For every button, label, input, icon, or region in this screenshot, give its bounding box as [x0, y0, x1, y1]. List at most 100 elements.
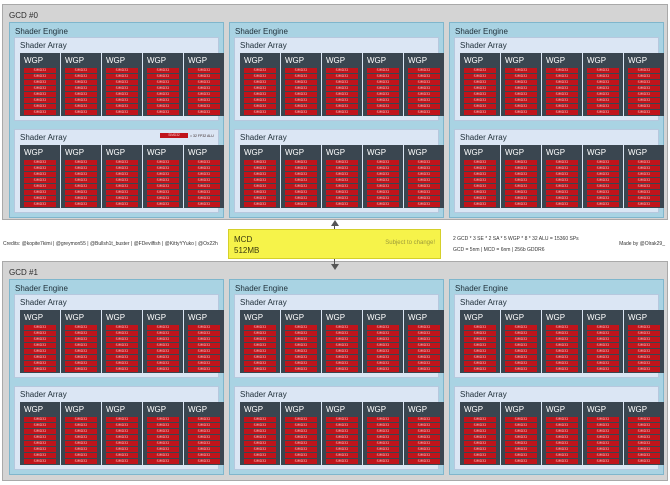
simd32-unit: SIMD32 — [106, 355, 138, 360]
simd32-unit: SIMD32 — [24, 361, 56, 366]
simd32-unit: SIMD32 — [628, 110, 660, 115]
simd32-unit: SIMD32 — [367, 86, 399, 91]
simd32-unit: SIMD32 — [244, 459, 276, 464]
wgp-title: WGP — [106, 148, 126, 157]
simd32-unit: SIMD32 — [628, 80, 660, 85]
simd32-unit: SIMD32 — [65, 459, 97, 464]
simd32-unit: SIMD32 — [244, 349, 276, 354]
simd32-unit: SIMD32 — [65, 331, 97, 336]
simd32-unit: SIMD32 — [65, 190, 97, 195]
simd-list: SIMD32 SIMD32 SIMD32 SIMD32 SIMD32 SIMD32 SIMD… — [326, 417, 358, 464]
simd32-unit: SIMD32 — [326, 74, 358, 79]
simd32-unit: SIMD32 — [367, 417, 399, 422]
simd32-unit: SIMD32 — [546, 178, 578, 183]
simd32-unit: SIMD32 — [285, 435, 317, 440]
simd-list: SIMD32 SIMD32 SIMD32 SIMD32 SIMD32 SIMD32 SIMD… — [464, 160, 496, 207]
wgp-title: WGP — [188, 405, 208, 414]
simd32-unit: SIMD32 — [24, 172, 56, 177]
simd32-unit: SIMD32 — [188, 417, 220, 422]
simd32-unit: SIMD32 — [326, 349, 358, 354]
simd32-unit: SIMD32 — [326, 110, 358, 115]
simd-list: SIMD32 SIMD32 SIMD32 SIMD32 SIMD32 SIMD32 SIMD… — [147, 68, 179, 115]
simd32-unit: SIMD32 — [546, 349, 578, 354]
simd32-unit: SIMD32 — [188, 196, 220, 201]
simd32-unit: SIMD32 — [326, 331, 358, 336]
simd32-unit: SIMD32 — [65, 447, 97, 452]
wgp-block: WGP SIMD32 SIMD32 SIMD32 SIMD32 SIMD32 SIMD32 S… — [501, 402, 541, 465]
simd32-unit: SIMD32 — [244, 435, 276, 440]
simd32-unit: SIMD32 — [244, 441, 276, 446]
wgp-title: WGP — [326, 148, 346, 157]
simd32-unit: SIMD32 — [244, 160, 276, 165]
wgp-row: WGP SIMD32 SIMD32 SIMD32 SIMD32 SIMD32 SIMD32 S… — [20, 53, 224, 116]
simd32-unit: SIMD32 — [65, 355, 97, 360]
simd32-unit: SIMD32 — [65, 80, 97, 85]
simd32-unit: SIMD32 — [464, 196, 496, 201]
simd32-unit: SIMD32 — [408, 92, 440, 97]
simd32-unit: SIMD32 — [24, 98, 56, 103]
simd32-unit: SIMD32 — [147, 184, 179, 189]
simd32-unit: SIMD32 — [24, 349, 56, 354]
shader-array: Shader Array WGP SIMD32 SIMD32 SIMD32 SIMD32 S… — [454, 386, 664, 470]
arrow-up-icon — [331, 220, 339, 226]
simd32-unit: SIMD32 — [628, 361, 660, 366]
made-by-text: Made by @Olrak29_ — [619, 241, 665, 247]
simd32-unit: SIMD32 — [147, 417, 179, 422]
simd32-unit: SIMD32 — [65, 435, 97, 440]
simd32-unit: SIMD32 — [106, 98, 138, 103]
simd32-unit: SIMD32 — [147, 196, 179, 201]
simd32-unit: SIMD32 — [587, 166, 619, 171]
simd32-unit: SIMD32 — [628, 429, 660, 434]
simd32-unit: SIMD32 — [65, 417, 97, 422]
simd32-unit: SIMD32 — [505, 343, 537, 348]
simd32-unit: SIMD32 — [505, 331, 537, 336]
simd32-unit: SIMD32 — [408, 459, 440, 464]
simd32-unit: SIMD32 — [188, 68, 220, 73]
simd32-unit: SIMD32 — [546, 98, 578, 103]
simd32-unit: SIMD32 — [408, 447, 440, 452]
simd32-unit: SIMD32 — [24, 459, 56, 464]
simd32-unit: SIMD32 — [244, 417, 276, 422]
wgp-title: WGP — [464, 313, 484, 322]
simd32-unit: SIMD32 — [106, 160, 138, 165]
simd32-unit: SIMD32 — [587, 190, 619, 195]
simd32-unit: SIMD32 — [24, 447, 56, 452]
wgp-block: WGP SIMD32 SIMD32 SIMD32 SIMD32 SIMD32 SIMD32 S… — [61, 310, 101, 373]
simd32-unit: SIMD32 — [147, 435, 179, 440]
wgp-title: WGP — [367, 148, 387, 157]
simd32-unit: SIMD32 — [408, 80, 440, 85]
shader-array: Shader Array WGP SIMD32 SIMD32 SIMD32 SIMD32 S… — [14, 294, 224, 378]
simd-list: SIMD32 SIMD32 SIMD32 SIMD32 SIMD32 SIMD32 SIMD… — [65, 160, 97, 207]
simd32-unit: SIMD32 — [326, 343, 358, 348]
simd32-unit: SIMD32 — [147, 110, 179, 115]
simd32-unit: SIMD32 — [244, 92, 276, 97]
simd32-unit: SIMD32 — [188, 423, 220, 428]
simd32-unit: SIMD32 — [546, 343, 578, 348]
simd32-unit: SIMD32 — [106, 172, 138, 177]
simd32-unit: SIMD32 — [244, 429, 276, 434]
simd32-unit: SIMD32 — [464, 349, 496, 354]
wgp-block: WGP SIMD32 SIMD32 SIMD32 SIMD32 SIMD32 SIMD32 S… — [460, 53, 500, 116]
wgp-title: WGP — [367, 56, 387, 65]
simd-list: SIMD32 SIMD32 SIMD32 SIMD32 SIMD32 SIMD32 SIMD… — [106, 68, 138, 115]
simd-list: SIMD32 SIMD32 SIMD32 SIMD32 SIMD32 SIMD32 SIMD… — [587, 68, 619, 115]
simd32-unit: SIMD32 — [628, 325, 660, 330]
simd32-unit: SIMD32 — [367, 190, 399, 195]
simd32-unit: SIMD32 — [326, 196, 358, 201]
simd32-unit: SIMD32 — [367, 331, 399, 336]
simd32-unit: SIMD32 — [285, 349, 317, 354]
simd32-unit: SIMD32 — [147, 104, 179, 109]
wgp-block: WGP SIMD32 SIMD32 SIMD32 SIMD32 SIMD32 SIMD32 S… — [20, 53, 60, 116]
wgp-title: WGP — [106, 56, 126, 65]
simd32-unit: SIMD32 — [367, 104, 399, 109]
simd32-unit: SIMD32 — [628, 172, 660, 177]
simd-list: SIMD32 SIMD32 SIMD32 SIMD32 SIMD32 SIMD32 SIMD… — [505, 325, 537, 372]
simd32-unit: SIMD32 — [188, 441, 220, 446]
simd32-unit: SIMD32 — [24, 68, 56, 73]
simd32-unit: SIMD32 — [408, 74, 440, 79]
simd32-unit: SIMD32 — [464, 361, 496, 366]
wgp-block: WGP SIMD32 SIMD32 SIMD32 SIMD32 SIMD32 SIMD32 S… — [143, 145, 183, 208]
simd32-unit: SIMD32 — [188, 92, 220, 97]
simd-list: SIMD32 SIMD32 SIMD32 SIMD32 SIMD32 SIMD32 SIMD… — [628, 68, 660, 115]
wgp-block: WGP SIMD32 SIMD32 SIMD32 SIMD32 SIMD32 SIMD32 S… — [583, 402, 623, 465]
